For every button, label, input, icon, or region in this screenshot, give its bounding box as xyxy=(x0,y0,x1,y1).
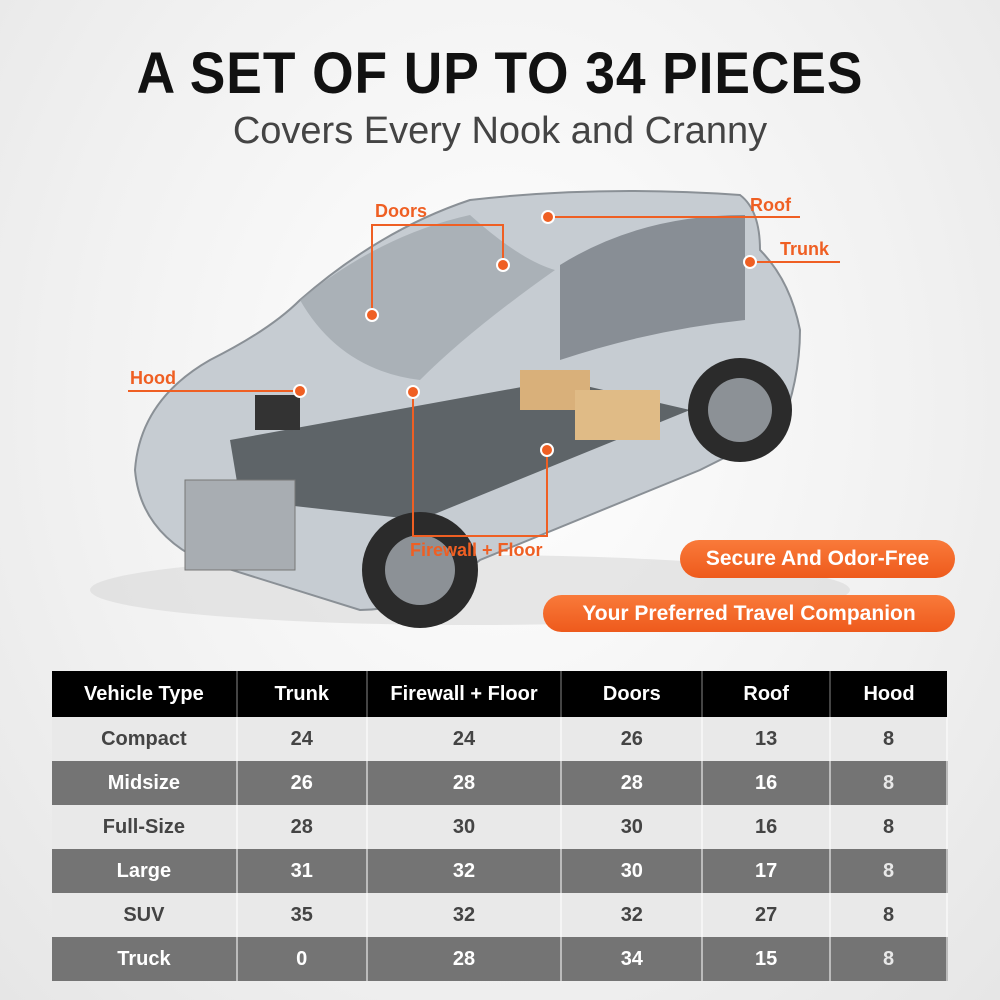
piece-count-cell: 32 xyxy=(561,893,704,937)
column-header: Hood xyxy=(830,671,947,717)
vehicle-type-cell: Full-Size xyxy=(52,805,238,849)
piece-count-cell: 16 xyxy=(702,761,832,805)
piece-count-cell: 8 xyxy=(830,717,948,761)
column-header: Firewall + Floor xyxy=(366,671,563,717)
vehicle-type-cell: Midsize xyxy=(52,761,238,805)
piece-count-cell: 32 xyxy=(366,893,563,937)
piece-count-cell: 15 xyxy=(702,937,832,981)
piece-count-cell: 24 xyxy=(366,717,563,761)
badge-travel-companion: Your Preferred Travel Companion xyxy=(543,595,955,632)
piece-count-cell: 31 xyxy=(236,849,368,893)
piece-count-cell: 32 xyxy=(366,849,563,893)
piece-count-cell: 28 xyxy=(366,761,563,805)
vehicle-type-cell: SUV xyxy=(52,893,238,937)
piece-count-cell: 34 xyxy=(561,937,704,981)
piece-count-cell: 16 xyxy=(702,805,832,849)
piece-count-cell: 17 xyxy=(702,849,832,893)
column-header: Roof xyxy=(702,671,832,717)
callout-hood: Hood xyxy=(130,368,176,388)
page-title: A SET OF UP TO 34 PIECES xyxy=(136,41,864,106)
piece-count-cell: 24 xyxy=(236,717,368,761)
vehicle-type-cell: Large xyxy=(52,849,238,893)
piece-count-cell: 28 xyxy=(236,805,368,849)
callout-doors: Doors xyxy=(375,201,428,221)
column-header: Doors xyxy=(561,671,704,717)
piece-count-cell: 35 xyxy=(236,893,368,937)
piece-count-cell: 27 xyxy=(702,893,832,937)
piece-count-cell: 30 xyxy=(561,805,704,849)
badge-secure-odor-free: Secure And Odor-Free xyxy=(680,540,955,578)
piece-count-cell: 26 xyxy=(236,761,368,805)
table-row: Large 31 32 30 17 8 xyxy=(52,849,948,893)
piece-count-cell: 8 xyxy=(830,805,948,849)
vehicle-type-cell: Truck xyxy=(52,937,238,981)
piece-count-cell: 0 xyxy=(236,937,368,981)
piece-count-cell: 13 xyxy=(702,717,832,761)
table-row: Full-Size 28 30 30 16 8 xyxy=(52,805,948,849)
callout-roof: Roof xyxy=(750,195,791,215)
piece-count-cell: 28 xyxy=(561,761,704,805)
table-row: Compact 24 24 26 13 8 xyxy=(52,717,948,761)
piece-count-cell: 30 xyxy=(366,805,563,849)
car-cutaway-illustration xyxy=(90,190,850,628)
pieces-table: Vehicle Type Trunk Firewall + Floor Door… xyxy=(52,671,948,981)
piece-count-cell: 8 xyxy=(830,761,948,805)
callout-trunk: Trunk xyxy=(780,239,830,259)
column-header: Vehicle Type xyxy=(52,671,238,717)
table-row: SUV 35 32 32 27 8 xyxy=(52,893,948,937)
piece-count-cell: 8 xyxy=(830,937,948,981)
callout-firewall-floor: Firewall + Floor xyxy=(410,540,543,560)
piece-count-cell: 8 xyxy=(830,893,948,937)
piece-count-cell: 30 xyxy=(561,849,704,893)
piece-count-cell: 8 xyxy=(830,849,948,893)
vehicle-type-cell: Compact xyxy=(52,717,238,761)
table-header-row: Vehicle Type Trunk Firewall + Floor Door… xyxy=(52,671,947,717)
piece-count-cell: 28 xyxy=(366,937,563,981)
column-header: Trunk xyxy=(236,671,368,717)
table-row: Midsize 26 28 28 16 8 xyxy=(52,761,948,805)
table-row: Truck 0 28 34 15 8 xyxy=(52,937,948,981)
piece-count-cell: 26 xyxy=(561,717,704,761)
page-subtitle: Covers Every Nook and Cranny xyxy=(232,110,768,152)
